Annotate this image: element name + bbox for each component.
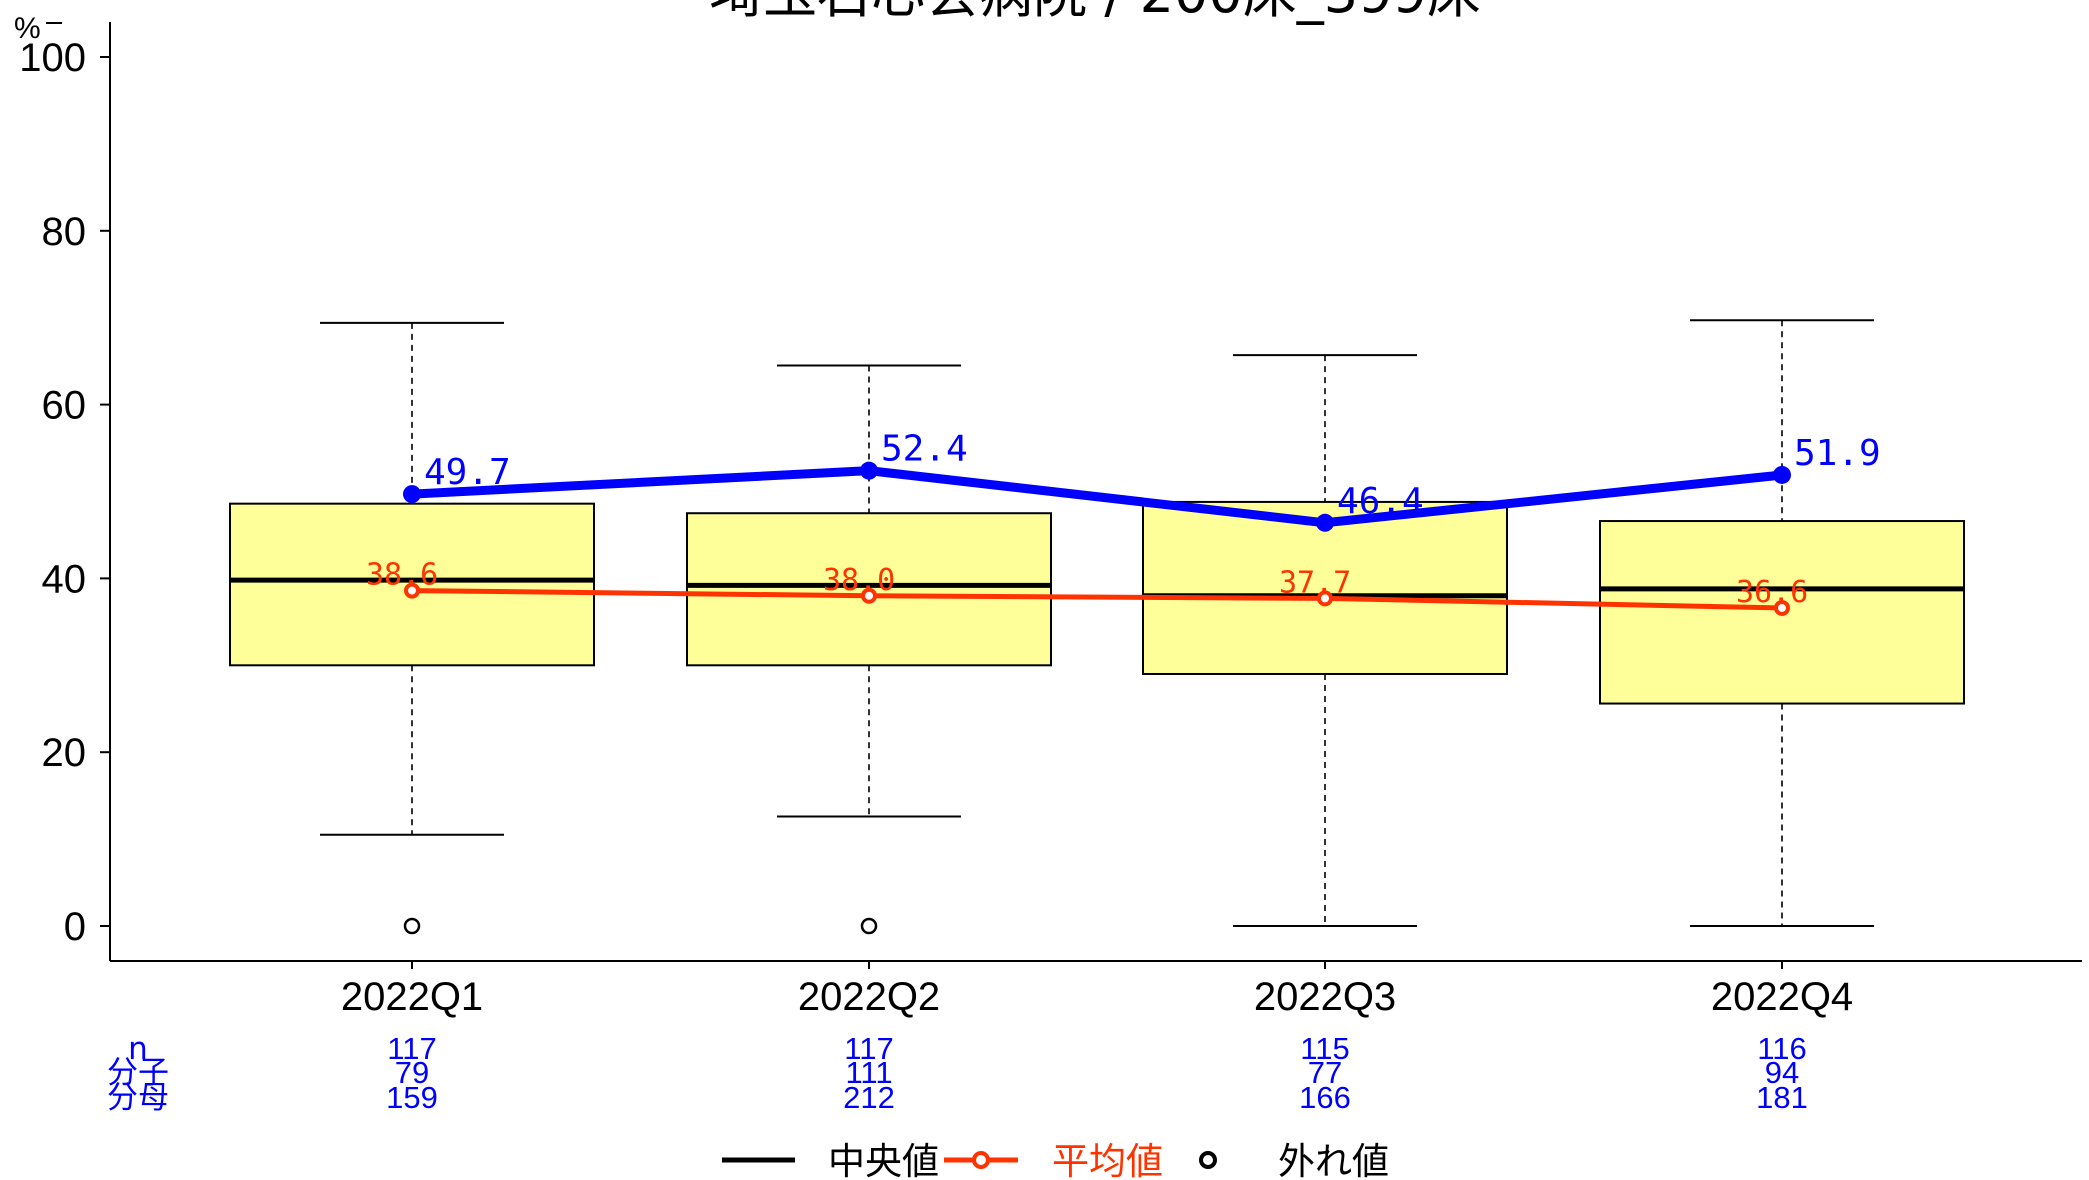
y-tick-label: 60 xyxy=(42,384,87,428)
stats-value: 111 xyxy=(845,1055,892,1090)
mean-value-label: 38.6 xyxy=(366,558,438,593)
stats-row-label: 分母 xyxy=(107,1080,169,1116)
hospital-value-label: 46.4 xyxy=(1337,481,1424,522)
x-tick-label: 2022Q3 xyxy=(1254,975,1396,1019)
outlier-point xyxy=(860,917,878,935)
legend-outlier-label: 外れ値 xyxy=(1278,1140,1389,1180)
x-tick-label: 2022Q1 xyxy=(341,975,483,1019)
stats-value: 212 xyxy=(843,1080,895,1115)
stats-value: 181 xyxy=(1756,1080,1808,1115)
hospital-value-label: 51.9 xyxy=(1794,433,1881,474)
hospital-point xyxy=(1316,513,1334,532)
hospital-point xyxy=(860,461,878,480)
y-tick-label: 100 xyxy=(19,36,86,80)
mean-point xyxy=(404,582,420,599)
stats-value: 115 xyxy=(1300,1031,1349,1066)
y-tick-label: 20 xyxy=(42,731,87,775)
x-tick-label: 2022Q4 xyxy=(1711,975,1853,1019)
mean-point xyxy=(1317,590,1333,607)
hospital-value-label: 49.7 xyxy=(424,452,511,493)
stats-value: 166 xyxy=(1299,1080,1351,1115)
stats-value: 159 xyxy=(386,1080,438,1115)
legend-outlier-swatch xyxy=(1199,1151,1217,1169)
mean-value-label: 37.7 xyxy=(1279,565,1351,600)
hospital-point xyxy=(403,485,421,504)
y-tick-label: 40 xyxy=(42,557,87,601)
stats-value: 117 xyxy=(387,1031,436,1066)
stats-row-label: n xyxy=(128,1031,148,1067)
mean-point xyxy=(861,587,877,604)
legend-mean-swatch-point xyxy=(972,1151,990,1169)
stats-value: 116 xyxy=(1757,1031,1806,1066)
y-tick-label: 80 xyxy=(42,210,87,254)
x-tick-label: 2022Q2 xyxy=(798,975,940,1019)
stats-value: 77 xyxy=(1308,1055,1342,1090)
chart-title: 埼玉石心会病院 / 200床_399床 xyxy=(709,0,1481,25)
legend-mean-label: 平均値 xyxy=(1052,1140,1163,1180)
mean-line xyxy=(411,588,1783,611)
mean-point xyxy=(1774,599,1790,616)
legend-median-label: 中央値 xyxy=(828,1140,939,1180)
hospital-line xyxy=(411,466,1783,528)
outlier-point xyxy=(403,917,421,935)
y-tick-label: 0 xyxy=(64,905,86,949)
stats-value: 79 xyxy=(395,1055,429,1090)
hospital-value-label: 52.4 xyxy=(881,429,968,470)
mean-value-label: 38.0 xyxy=(823,563,895,598)
stats-row-label: 分子 xyxy=(107,1055,169,1091)
stats-value: 94 xyxy=(1765,1055,1799,1090)
mean-value-label: 36.6 xyxy=(1736,575,1808,610)
hospital-point xyxy=(1773,465,1791,484)
stats-value: 117 xyxy=(844,1031,893,1066)
y-axis-unit: % xyxy=(14,12,41,45)
